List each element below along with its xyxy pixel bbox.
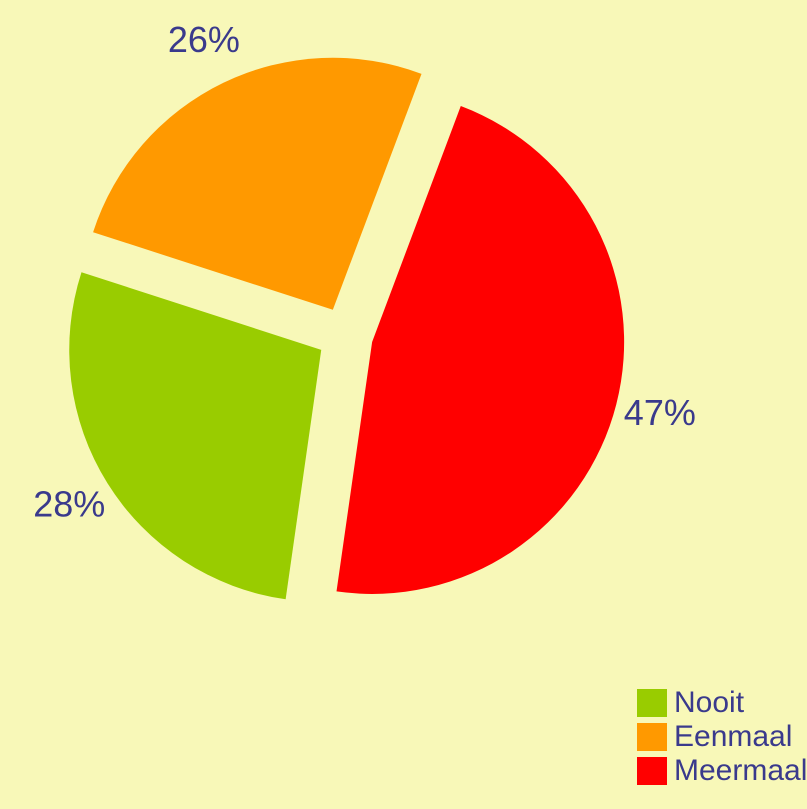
legend-swatch <box>637 757 667 785</box>
legend-swatch <box>637 723 667 751</box>
pie-slice <box>69 272 322 600</box>
slice-label: 28% <box>33 484 105 525</box>
slice-label: 26% <box>168 19 240 60</box>
pie-slice <box>336 106 625 594</box>
legend-label: Meermaals <box>674 754 807 787</box>
legend-label: Nooit <box>674 686 745 719</box>
pie-slice <box>93 57 422 310</box>
legend-swatch <box>637 689 667 717</box>
legend-label: Eenmaal <box>674 720 792 753</box>
slice-label: 47% <box>624 392 696 433</box>
